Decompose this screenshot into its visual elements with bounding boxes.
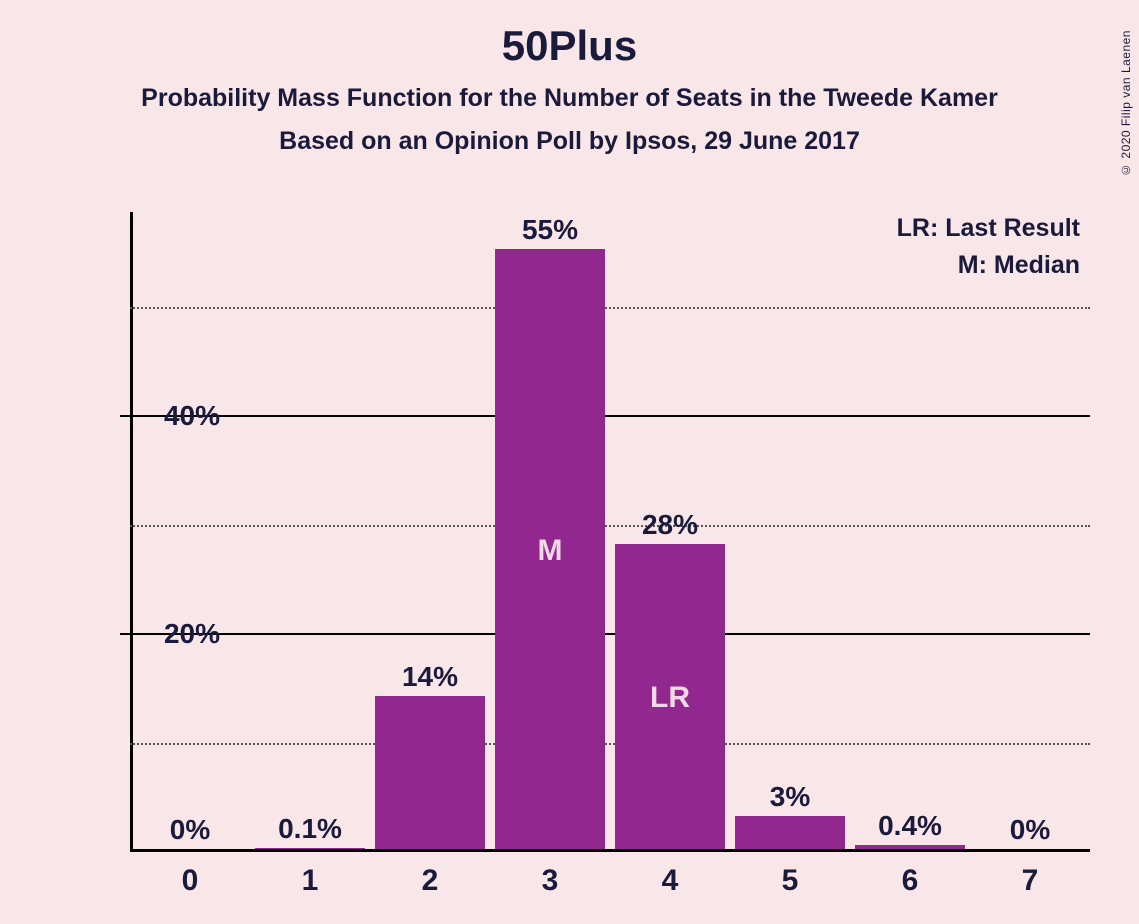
bar-value-label: 28% — [642, 509, 698, 541]
bar — [255, 848, 365, 849]
bar-inner-label: M — [538, 534, 563, 568]
bar — [375, 696, 485, 849]
x-tick-label: 0 — [182, 864, 199, 898]
x-tick-label: 5 — [782, 864, 799, 898]
grid-minor — [130, 307, 1090, 309]
legend-lr: LR: Last Result — [897, 214, 1080, 243]
chart-subtitle-2: Based on an Opinion Poll by Ipsos, 29 Ju… — [0, 127, 1139, 156]
bar — [735, 816, 845, 849]
copyright-text: © 2020 Filip van Laenen — [1119, 30, 1133, 177]
y-tick-label: 20% — [50, 618, 220, 650]
grid-minor — [130, 743, 1090, 745]
x-tick-label: 3 — [542, 864, 559, 898]
legend: LR: Last Result M: Median — [897, 214, 1080, 288]
x-tick-label: 6 — [902, 864, 919, 898]
bar-value-label: 0.4% — [878, 810, 942, 842]
grid-major — [130, 633, 1090, 635]
chart-title: 50Plus — [0, 22, 1139, 70]
x-tick-label: 4 — [662, 864, 679, 898]
plot-area: LR: Last Result M: Median 0% 0.1% 14% 55% M 2… — [130, 212, 1090, 852]
grid-major — [130, 415, 1090, 417]
bar-value-label: 0% — [170, 814, 210, 846]
chart-subtitle-1: Probability Mass Function for the Number… — [0, 84, 1139, 113]
bar-value-label: 14% — [402, 661, 458, 693]
x-axis — [130, 849, 1090, 852]
chart-container: LR: Last Result M: Median 0% 0.1% 14% 55% M 2… — [40, 212, 1100, 912]
y-tick-label: 40% — [50, 400, 220, 432]
bar-value-label: 55% — [522, 214, 578, 246]
legend-m: M: Median — [897, 251, 1080, 280]
bar — [855, 845, 965, 849]
bar-value-label: 0% — [1010, 814, 1050, 846]
bar-inner-label: LR — [650, 681, 690, 715]
grid-minor — [130, 525, 1090, 527]
bar-value-label: 0.1% — [278, 813, 342, 845]
x-tick-label: 2 — [422, 864, 439, 898]
x-tick-label: 7 — [1022, 864, 1039, 898]
bar-value-label: 3% — [770, 781, 810, 813]
x-tick-label: 1 — [302, 864, 319, 898]
